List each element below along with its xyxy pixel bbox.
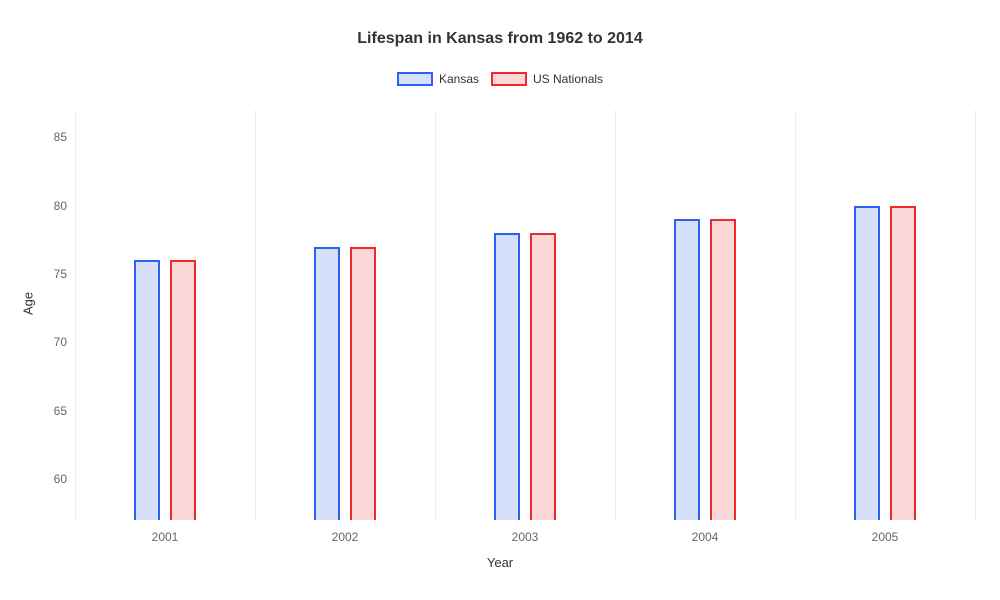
plot-area: 60657075808520012002200320042005 [75,110,975,520]
bar [530,233,556,520]
chart-title: Lifespan in Kansas from 1962 to 2014 [0,30,1000,48]
bar [890,206,916,520]
y-tick-label: 85 [54,130,67,144]
x-tick-label: 2003 [512,530,539,544]
bar [710,219,736,520]
y-tick-label: 75 [54,267,67,281]
y-tick-label: 80 [54,199,67,213]
gridline-vertical [975,110,976,520]
y-tick-label: 60 [54,472,67,486]
legend-item-kansas: Kansas [397,72,479,86]
legend-label-kansas: Kansas [439,72,479,86]
x-tick-label: 2004 [692,530,719,544]
legend-swatch-us-nationals [491,72,527,86]
legend-label-us-nationals: US Nationals [533,72,603,86]
gridline-vertical [75,110,76,520]
bar [854,206,880,520]
bar [134,260,160,520]
y-axis-label: Age [21,292,36,315]
legend-swatch-kansas [397,72,433,86]
bar [170,260,196,520]
bar [350,247,376,520]
x-axis-label: Year [0,555,1000,570]
x-tick-label: 2002 [332,530,359,544]
bar [314,247,340,520]
bar [494,233,520,520]
gridline-vertical [615,110,616,520]
legend: Kansas US Nationals [0,72,1000,86]
x-tick-label: 2005 [872,530,899,544]
gridline-vertical [795,110,796,520]
y-tick-label: 70 [54,335,67,349]
y-tick-label: 65 [54,404,67,418]
bar [674,219,700,520]
gridline-vertical [255,110,256,520]
x-tick-label: 2001 [152,530,179,544]
legend-item-us-nationals: US Nationals [491,72,603,86]
gridline-vertical [435,110,436,520]
